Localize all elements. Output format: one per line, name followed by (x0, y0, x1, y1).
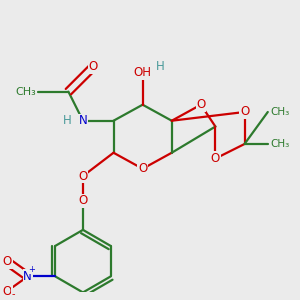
Text: O: O (78, 169, 88, 182)
Text: O: O (196, 98, 206, 111)
Text: H: H (156, 60, 164, 74)
Text: N: N (79, 114, 87, 127)
Text: CH₃: CH₃ (16, 87, 36, 97)
Text: +: + (28, 265, 35, 274)
Text: O: O (3, 284, 12, 298)
Text: N: N (23, 270, 32, 283)
Text: H: H (63, 114, 71, 127)
Text: O: O (138, 162, 147, 175)
Text: O: O (3, 255, 12, 268)
Text: O: O (88, 60, 98, 74)
Text: O: O (88, 60, 98, 74)
Text: CH₃: CH₃ (271, 139, 290, 149)
Text: O: O (78, 194, 88, 207)
Text: OH: OH (134, 66, 152, 79)
Text: O: O (240, 106, 249, 118)
Text: CH₃: CH₃ (271, 107, 290, 117)
Text: O: O (211, 152, 220, 165)
Text: -: - (11, 289, 15, 299)
